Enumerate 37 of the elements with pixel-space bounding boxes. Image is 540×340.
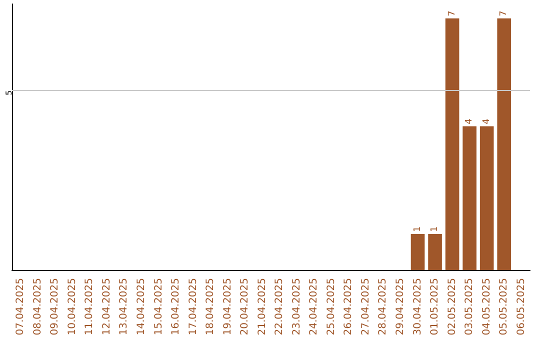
- x-tick-label: 09.04.2025: [50, 278, 61, 336]
- x-tick-label: 14.04.2025: [136, 278, 147, 336]
- x-tick-label: 16.04.2025: [170, 278, 182, 336]
- x-tick-label: 23.04.2025: [291, 278, 302, 336]
- x-tick-label: 03.05.2025: [464, 278, 476, 336]
- x-tick-label: 25.04.2025: [326, 278, 337, 336]
- data-label: 7: [447, 10, 458, 16]
- x-tick-label: 30.04.2025: [412, 278, 424, 336]
- x-tick-label: 22.04.2025: [274, 278, 286, 336]
- x-tick-label: 12.04.2025: [101, 278, 112, 336]
- x-tick-label: 26.04.2025: [343, 278, 354, 336]
- data-label: 7: [499, 10, 510, 16]
- data-label: 1: [412, 226, 423, 232]
- x-tick-label: 17.04.2025: [188, 278, 199, 336]
- x-tick-label: 08.04.2025: [32, 278, 44, 336]
- x-tick-label: 15.04.2025: [153, 278, 164, 336]
- x-tick-label: 24.04.2025: [308, 278, 320, 336]
- x-tick-label: 05.05.2025: [498, 278, 510, 336]
- x-tick-label: 18.04.2025: [205, 278, 216, 336]
- data-label: 1: [430, 226, 440, 232]
- x-tick-label: 21.04.2025: [256, 278, 268, 336]
- x-tick-label: 29.04.2025: [395, 278, 406, 336]
- x-tick-label: 28.04.2025: [378, 278, 389, 336]
- x-tick-label: 20.04.2025: [240, 278, 251, 336]
- x-tick-label: 07.04.2025: [15, 278, 26, 336]
- x-tick-label: 02.05.2025: [446, 278, 458, 336]
- x-tick-label: 01.05.2025: [430, 278, 441, 336]
- x-tick-label: 06.05.2025: [516, 278, 527, 336]
- data-label: 4: [464, 118, 475, 124]
- x-tick-label: 19.04.2025: [222, 278, 234, 336]
- ref-line-label: 5: [4, 90, 14, 96]
- x-tick-label: 04.05.2025: [481, 278, 492, 336]
- x-tick-label: 10.04.2025: [66, 278, 78, 336]
- x-tick-label: 11.04.2025: [84, 278, 96, 336]
- data-label: 4: [482, 118, 492, 124]
- x-tick-label: 27.04.2025: [360, 278, 372, 336]
- x-tick-label: 13.04.2025: [118, 278, 130, 336]
